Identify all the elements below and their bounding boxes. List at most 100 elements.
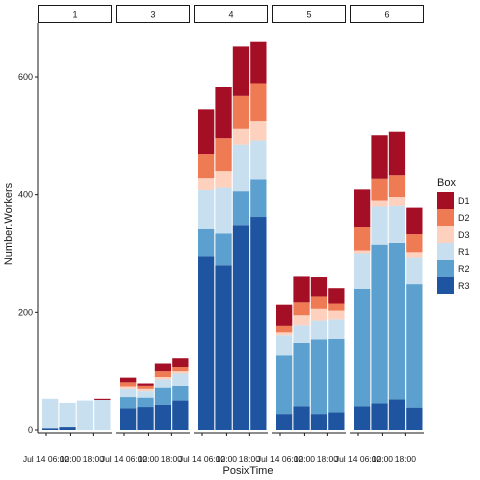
- bar-segment-r1: [154, 379, 172, 388]
- bar-segment-d1: [198, 109, 215, 155]
- bar-segment-d3: [232, 128, 250, 145]
- legend-label-r2: R2: [458, 264, 470, 274]
- x-tick-label: Jul 14 06:00: [179, 454, 226, 464]
- bar-segment-r1: [198, 189, 215, 229]
- bar-segment-d1: [293, 276, 310, 303]
- legend-key-d2: [437, 209, 454, 226]
- legend-key-d3: [437, 226, 454, 243]
- bar-segment-d3: [328, 310, 345, 320]
- bar-segment-d2: [371, 178, 388, 201]
- legend-title: Box: [437, 177, 456, 189]
- bar-segment-d3: [120, 386, 137, 389]
- y-axis: 0 200 400 600: [18, 23, 39, 435]
- facet-1: 1: [38, 5, 112, 434]
- legend-label-d1: D1: [458, 196, 470, 206]
- bar-segment-d2: [172, 367, 189, 372]
- bar-segment-r3: [42, 428, 59, 430]
- bar-segment-r1: [42, 398, 59, 429]
- facet-6: 6: [350, 5, 424, 434]
- bar-segment-d3: [198, 178, 215, 190]
- bar-segment-r2: [250, 179, 267, 218]
- facet-strip-label: 3: [150, 10, 155, 20]
- bar-segment-d1: [94, 398, 111, 400]
- x-tick-label: 12:00: [60, 454, 82, 464]
- x-tick-label: Jul 14 06:00: [335, 454, 382, 464]
- bar-segment-r2: [215, 233, 232, 266]
- bar-segment-d3: [276, 332, 293, 336]
- facet-strip: [194, 5, 268, 23]
- bar-segment-d1: [371, 135, 388, 179]
- x-axis-title: PosixTime: [223, 465, 274, 477]
- bar-segment-r1: [406, 257, 423, 285]
- legend-key-r1: [437, 243, 454, 260]
- bar-segment-r1: [276, 335, 293, 356]
- bar-segment-d3: [388, 197, 406, 206]
- bar-segment-d2: [293, 302, 310, 316]
- bar-segment-r3: [120, 408, 137, 430]
- bar-segment-r1: [328, 319, 345, 339]
- bar-segment-r2: [354, 288, 371, 407]
- legend-key-r3: [437, 277, 454, 294]
- bar-segment-r1: [120, 388, 137, 398]
- bar-segment-d1: [215, 87, 232, 139]
- bar-segment-r3: [388, 399, 406, 430]
- bar-segment-d1: [328, 288, 345, 304]
- bar-segment-r1: [371, 206, 388, 245]
- bar-segment-d1: [250, 41, 267, 84]
- bar-segment-d3: [137, 388, 154, 392]
- bar-segment-d1: [406, 207, 423, 235]
- y-tick-label: 200: [18, 307, 33, 317]
- facet-panels: 1 3 4 5 6: [38, 5, 424, 434]
- x-tick-label: 18:00: [395, 454, 417, 464]
- bar-segment-d1: [276, 304, 293, 326]
- bar-segment-d2: [215, 138, 232, 172]
- legend: Box D1 D2 D3 R1 R2 R3: [437, 177, 470, 294]
- bar-segment-r3: [215, 265, 232, 430]
- y-tick-label: 400: [18, 190, 33, 200]
- facet-strip-label: 4: [228, 10, 233, 20]
- facet-4: 4: [194, 5, 268, 434]
- bar-segment-d2: [354, 227, 371, 251]
- bar-segment-d2: [232, 95, 250, 129]
- bar-segment-d1: [172, 358, 189, 368]
- bar-segment-r1: [76, 400, 94, 430]
- facet-5: 5: [272, 5, 346, 434]
- bar-segment-d2: [198, 154, 215, 179]
- bar-segment-r2: [276, 355, 293, 415]
- bar-segment-d3: [154, 377, 172, 380]
- legend-key-d1: [437, 192, 454, 209]
- bar-segment-r2: [328, 338, 345, 413]
- facet-strip-label: 5: [306, 10, 311, 20]
- bar-segment-r1: [59, 402, 76, 428]
- bar-segment-r3: [328, 412, 345, 430]
- bar-segment-r1: [293, 325, 310, 343]
- bar-segment-r2: [172, 385, 189, 401]
- bar-segment-d2: [388, 175, 406, 198]
- bar-segment-d3: [215, 171, 232, 188]
- facet-strip: [116, 5, 190, 23]
- bar-segment-d3: [406, 252, 423, 258]
- bar-segment-d2: [276, 325, 293, 333]
- x-tick-label: 12:00: [216, 454, 238, 464]
- bar-segment-d3: [172, 371, 189, 374]
- facet-strip-label: 1: [72, 10, 77, 20]
- bar-segment-d2: [154, 371, 172, 378]
- x-tick-label: 12:00: [294, 454, 316, 464]
- bar-segment-r2: [120, 397, 137, 409]
- facet-strip: [350, 5, 424, 23]
- bar-segment-r3: [250, 217, 267, 430]
- x-tick-label: Jul 14 06:00: [101, 454, 148, 464]
- bar-segment-r2: [137, 397, 154, 408]
- bar-segment-d1: [154, 363, 172, 372]
- bar-segment-r2: [232, 191, 250, 226]
- x-tick-label: 18:00: [161, 454, 183, 464]
- bar-segment-r1: [137, 391, 154, 398]
- bar-segment-r3: [371, 403, 388, 430]
- y-axis-title: Number.Workers: [3, 182, 15, 265]
- bar-segment-d1: [310, 277, 328, 297]
- bar-segment-d2: [328, 303, 345, 311]
- bar-segment-d1: [137, 383, 154, 386]
- y-tick-label: 0: [28, 425, 33, 435]
- bar-segment-r3: [406, 407, 423, 430]
